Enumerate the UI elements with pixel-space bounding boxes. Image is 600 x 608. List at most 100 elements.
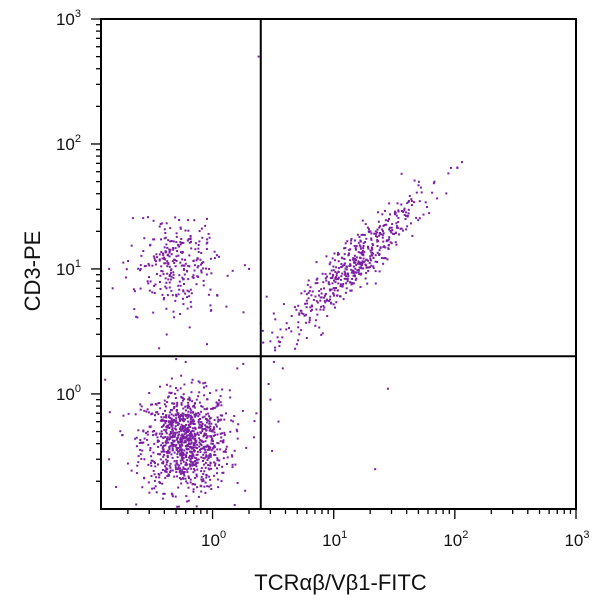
scatter-point xyxy=(182,415,185,418)
scatter-point xyxy=(165,432,168,435)
scatter-point xyxy=(190,240,192,243)
scatter-point xyxy=(175,241,178,244)
scatter-point xyxy=(293,306,296,309)
scatter-point xyxy=(179,446,182,449)
scatter-point xyxy=(177,434,180,437)
scatter-point xyxy=(202,460,204,462)
scatter-point xyxy=(397,221,400,223)
scatter-point xyxy=(422,213,425,216)
scatter-point xyxy=(157,440,160,443)
scatter-point xyxy=(148,289,151,292)
scatter-point xyxy=(153,473,156,476)
scatter-point xyxy=(209,428,212,430)
scatter-point xyxy=(182,278,185,281)
scatter-point xyxy=(160,430,163,433)
scatter-point xyxy=(214,462,217,465)
scatter-point xyxy=(202,453,205,456)
scatter-point xyxy=(198,240,201,243)
scatter-point xyxy=(204,440,207,443)
scatter-point xyxy=(196,447,199,450)
scatter-point xyxy=(191,457,193,459)
scatter-point xyxy=(213,474,216,477)
scatter-point xyxy=(331,257,334,260)
scatter-point xyxy=(369,230,372,233)
scatter-point xyxy=(309,286,312,289)
scatter-point xyxy=(179,415,182,418)
scatter-point xyxy=(169,445,172,448)
scatter-point xyxy=(314,319,317,322)
scatter-point xyxy=(314,295,317,298)
scatter-point xyxy=(376,261,379,263)
scatter-point xyxy=(321,332,324,335)
scatter-point xyxy=(181,399,184,402)
scatter-point xyxy=(155,432,158,435)
scatter-point xyxy=(153,462,156,465)
scatter-point xyxy=(216,448,219,451)
scatter-point xyxy=(206,343,208,346)
scatter-point xyxy=(180,478,182,481)
scatter-point xyxy=(431,191,434,194)
scatter-point xyxy=(217,418,220,421)
scatter-point xyxy=(176,409,178,411)
scatter-point xyxy=(213,461,216,464)
scatter-point xyxy=(188,463,191,466)
scatter-point xyxy=(190,305,193,308)
scatter-point xyxy=(133,290,136,293)
scatter-point xyxy=(126,462,129,465)
scatter-point xyxy=(193,468,195,471)
scatter-point xyxy=(332,269,335,272)
scatter-point xyxy=(167,396,170,399)
scatter-point xyxy=(188,438,191,441)
scatter-point xyxy=(191,429,194,432)
scatter-point xyxy=(204,456,207,459)
scatter-point xyxy=(140,457,143,460)
scatter-point xyxy=(332,303,335,306)
scatter-point xyxy=(181,251,184,254)
scatter-point xyxy=(188,265,191,268)
scatter-point xyxy=(165,428,168,431)
scatter-point xyxy=(189,460,192,462)
scatter-point xyxy=(377,211,379,214)
scatter-point xyxy=(176,250,179,252)
scatter-point xyxy=(164,250,167,253)
scatter-point xyxy=(182,289,185,292)
scatter-point xyxy=(183,474,186,477)
scatter-point xyxy=(359,251,362,254)
scatter-point xyxy=(381,213,384,216)
scatter-point xyxy=(321,272,324,275)
scatter-point xyxy=(394,231,397,234)
scatter-point xyxy=(182,417,185,420)
scatter-point xyxy=(184,477,187,480)
scatter-point xyxy=(167,441,170,444)
scatter-point xyxy=(137,455,140,458)
scatter-point xyxy=(207,464,210,467)
scatter-point xyxy=(174,466,177,469)
scatter-point xyxy=(362,254,365,257)
scatter-point xyxy=(157,463,159,466)
scatter-point xyxy=(174,247,177,250)
scatter-point xyxy=(187,486,190,489)
scatter-point xyxy=(197,458,200,461)
scatter-point xyxy=(186,500,189,503)
scatter-point xyxy=(200,475,203,478)
scatter-point xyxy=(187,219,190,222)
scatter-point xyxy=(186,239,189,242)
scatter-point xyxy=(297,321,300,324)
scatter-point xyxy=(174,216,177,219)
scatter-point xyxy=(153,479,156,482)
scatter-point xyxy=(171,436,174,439)
scatter-point xyxy=(229,396,232,399)
scatter-point xyxy=(193,460,196,463)
scatter-point xyxy=(374,270,377,273)
scatter-point xyxy=(371,251,373,254)
scatter-point xyxy=(310,294,313,297)
scatter-point xyxy=(195,505,198,508)
scatter-point xyxy=(183,383,186,386)
scatter-point xyxy=(175,295,178,298)
scatter-point xyxy=(205,267,207,270)
scatter-point xyxy=(323,287,325,290)
scatter-point xyxy=(164,285,167,288)
scatter-point xyxy=(209,478,212,481)
scatter-point xyxy=(197,495,200,498)
scatter-point xyxy=(365,258,368,261)
